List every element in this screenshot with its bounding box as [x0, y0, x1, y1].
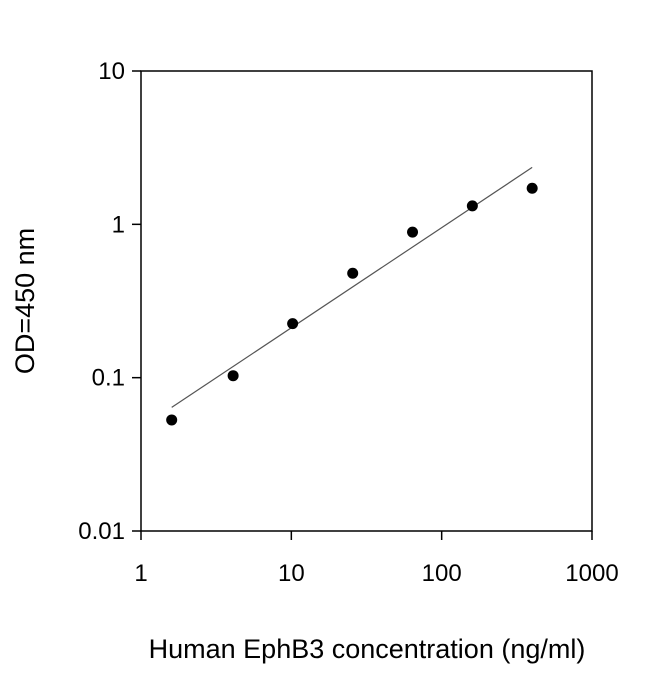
x-tick-label: 10 — [278, 560, 305, 587]
x-tick-label: 100 — [422, 560, 462, 587]
data-point — [287, 318, 299, 330]
x-tick-label: 1000 — [565, 560, 618, 587]
data-point — [347, 267, 359, 279]
y-tick-label: 10 — [98, 58, 125, 85]
y-tick-label: 1 — [112, 211, 125, 238]
y-axis-title: OD=450 nm — [10, 228, 40, 374]
data-point — [466, 200, 478, 212]
fit-line — [171, 166, 533, 408]
data-point — [227, 370, 239, 382]
y-tick-label: 0.01 — [78, 518, 125, 545]
y-axis: 0.01 0.1 1 10 — [78, 58, 141, 545]
data-point — [166, 414, 178, 426]
plot-frame — [140, 70, 593, 532]
y-tick-label: 0.1 — [92, 365, 125, 392]
data-points — [166, 182, 538, 426]
x-axis-title: Human EphB3 concentration (ng/ml) — [149, 634, 586, 664]
x-axis: 1 10 100 1000 — [134, 531, 619, 587]
x-tick-label: 1 — [134, 560, 147, 587]
data-point — [526, 182, 538, 194]
data-point — [407, 226, 419, 238]
